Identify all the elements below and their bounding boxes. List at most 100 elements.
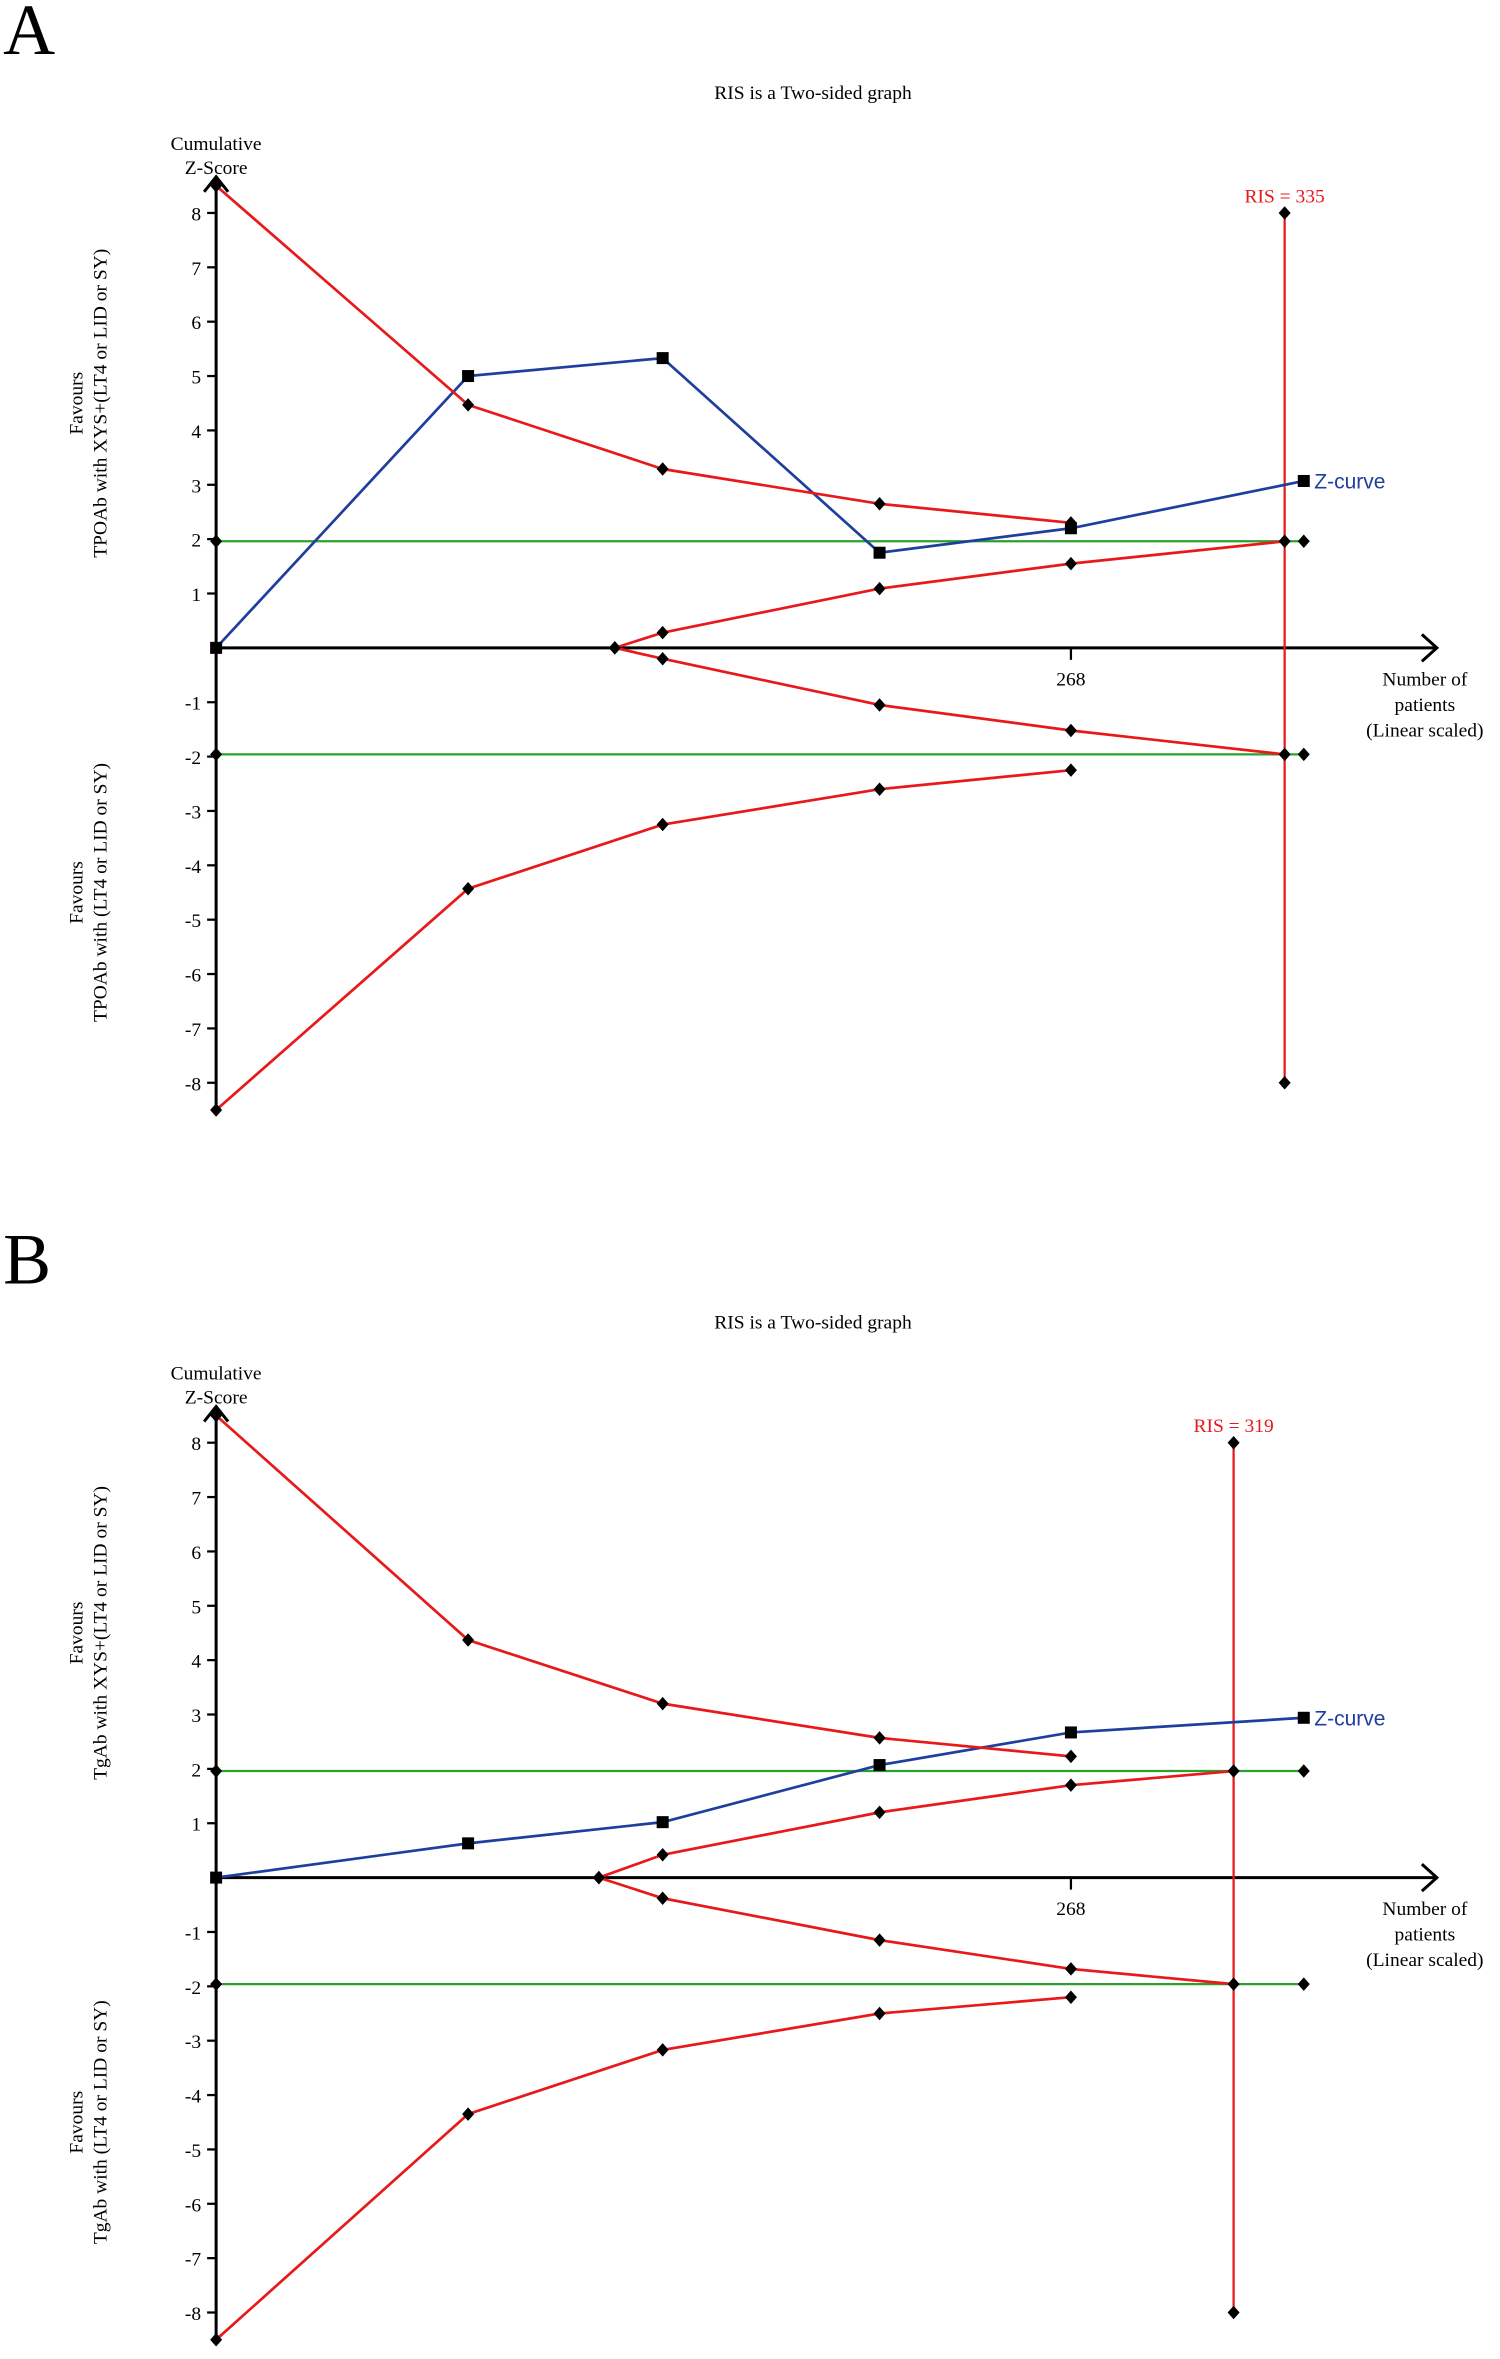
upper-futility-boundary-point xyxy=(656,625,669,640)
upper-futility-boundary-point xyxy=(873,1805,886,1820)
y-tick-label: -8 xyxy=(185,1074,201,1095)
y-tick-label: -4 xyxy=(185,857,201,878)
lower-monitoring-boundary-point xyxy=(1064,1990,1077,2004)
lower-futility-boundary-point xyxy=(656,1891,669,1906)
lower-monitoring-boundary-line xyxy=(215,768,1072,1111)
lower-monitoring-boundary-point xyxy=(656,817,669,832)
ris-label: RIS = 335 xyxy=(1244,186,1324,207)
y-tick-label: -8 xyxy=(185,2304,201,2325)
z-curve-point xyxy=(210,641,223,654)
z-curve-point xyxy=(656,352,669,365)
y-tick-label: -3 xyxy=(185,802,201,823)
upper-monitoring-boundary-point xyxy=(1064,1749,1077,1764)
upper-monitoring-boundary-point xyxy=(462,1633,475,1647)
upper-futility-boundary-point xyxy=(656,1848,669,1862)
lower-futility-boundary-point xyxy=(1278,747,1291,762)
upper-futility-boundary-point xyxy=(1278,534,1291,549)
upper-favours-label: Favours xyxy=(67,372,88,435)
lower-futility-boundary-line xyxy=(614,646,1285,756)
lower-favours-label: Favours xyxy=(67,2091,88,2154)
x-axis-label: (Linear scaled) xyxy=(1366,720,1483,741)
conventional-boundary-marker xyxy=(210,1764,223,1778)
upper-futility-boundary-line xyxy=(598,1769,1234,1879)
lower-monitoring-boundary-point xyxy=(210,2332,223,2347)
panel-b: B RIS is a Two-sided graph Cumulative Z-Sco… xyxy=(3,1220,1484,2347)
y-axis-arrow xyxy=(202,1404,230,1423)
x-axis-label: patients xyxy=(1395,1925,1456,1946)
z-curve-line xyxy=(215,356,1305,649)
lower-futility-boundary-point xyxy=(873,698,886,712)
panel-letter: A xyxy=(3,0,55,70)
lower-monitoring-boundary-point xyxy=(1064,763,1077,777)
z-curve-label: Z-curve xyxy=(1314,1707,1385,1730)
z-curve-point xyxy=(873,1759,886,1772)
lower-futility-boundary-point xyxy=(608,641,621,655)
y-tick-label: 8 xyxy=(191,204,201,225)
upper-monitoring-boundary-line xyxy=(215,1414,1072,1758)
y-tick-label: -7 xyxy=(185,2250,201,2271)
y-tick-label: -1 xyxy=(185,1923,201,1944)
z-curve-line xyxy=(215,1716,1304,1879)
ris-marker xyxy=(1227,2305,1240,2320)
upper-favours-label: TgAb with XYS+(LT4 or LID or SY) xyxy=(91,1486,112,1780)
y-tick-label: -6 xyxy=(185,2195,201,2216)
y-tick-label: 4 xyxy=(191,1652,201,1673)
lower-futility-boundary-point xyxy=(1064,1962,1077,1976)
y-tick-label: -2 xyxy=(185,1978,201,1999)
y-tick-label: 7 xyxy=(191,259,201,280)
ris-label: RIS = 319 xyxy=(1193,1416,1273,1437)
upper-futility-boundary-point xyxy=(1227,1764,1240,1778)
y-tick-label: -7 xyxy=(185,1020,201,1041)
lower-monitoring-boundary-line xyxy=(215,1995,1072,2341)
lower-futility-boundary-line xyxy=(598,1876,1234,1986)
x-axis-label: Number of xyxy=(1382,1899,1467,1920)
ris-marker xyxy=(1227,1435,1240,1450)
upper-futility-boundary-point xyxy=(1064,556,1077,571)
z-curve-point xyxy=(656,1816,669,1829)
y-tick-label: -6 xyxy=(185,966,201,987)
y-tick-label: 1 xyxy=(191,1815,201,1836)
y-tick-label: 5 xyxy=(191,368,201,389)
ris-marker xyxy=(1278,206,1291,220)
y-tick-label: -5 xyxy=(185,911,201,932)
y-tick-label: 4 xyxy=(191,422,201,443)
x-tick-label: 268 xyxy=(1056,669,1085,690)
conventional-boundary-marker xyxy=(210,747,223,762)
y-tick-label: 7 xyxy=(191,1489,201,1510)
chart-title: RIS is a Two-sided graph xyxy=(714,83,912,104)
y-axis-label: Cumulative xyxy=(171,1364,262,1385)
y-tick-label: -5 xyxy=(185,2141,201,2162)
y-tick-label: -4 xyxy=(185,2087,201,2108)
conventional-boundary-marker xyxy=(1297,1977,1310,1991)
upper-favours-label: Favours xyxy=(67,1602,88,1665)
lower-futility-boundary-point xyxy=(1227,1977,1240,1991)
y-tick-label: 2 xyxy=(191,1760,201,1781)
y-tick-label: 6 xyxy=(191,313,201,334)
lower-monitoring-boundary-point xyxy=(656,2043,669,2057)
z-curve-label: Z-curve xyxy=(1314,470,1385,493)
conventional-boundary-marker xyxy=(1297,1764,1310,1778)
x-axis-arrow xyxy=(1420,1862,1440,1893)
y-tick-label: 2 xyxy=(191,531,201,552)
lower-favours-label: Favours xyxy=(67,861,88,924)
chart-title: RIS is a Two-sided graph xyxy=(714,1313,912,1334)
panel-letter: B xyxy=(3,1220,51,1300)
y-axis-arrow xyxy=(202,174,230,193)
upper-monitoring-boundary-point xyxy=(1064,516,1077,530)
conventional-boundary-marker xyxy=(210,534,223,549)
z-curve-point xyxy=(462,1837,475,1850)
lower-monitoring-boundary-point xyxy=(873,782,886,796)
y-tick-label: 1 xyxy=(191,585,201,606)
panel-a: A RIS is a Two-sided graph Cumulative Z-Sco… xyxy=(3,0,1484,1117)
upper-monitoring-boundary-point xyxy=(210,1408,223,1423)
upper-monitoring-boundary-line xyxy=(215,184,1072,525)
upper-futility-boundary-line xyxy=(614,539,1285,650)
y-tick-label: 6 xyxy=(191,1543,201,1564)
conventional-boundary-marker xyxy=(210,1977,223,1991)
x-axis-arrow xyxy=(1420,633,1440,663)
x-axis-label: Number of xyxy=(1382,669,1467,690)
y-tick-label: 8 xyxy=(191,1434,201,1455)
y-axis-label: Z-Score xyxy=(185,158,248,179)
ris-marker xyxy=(1278,1076,1291,1090)
